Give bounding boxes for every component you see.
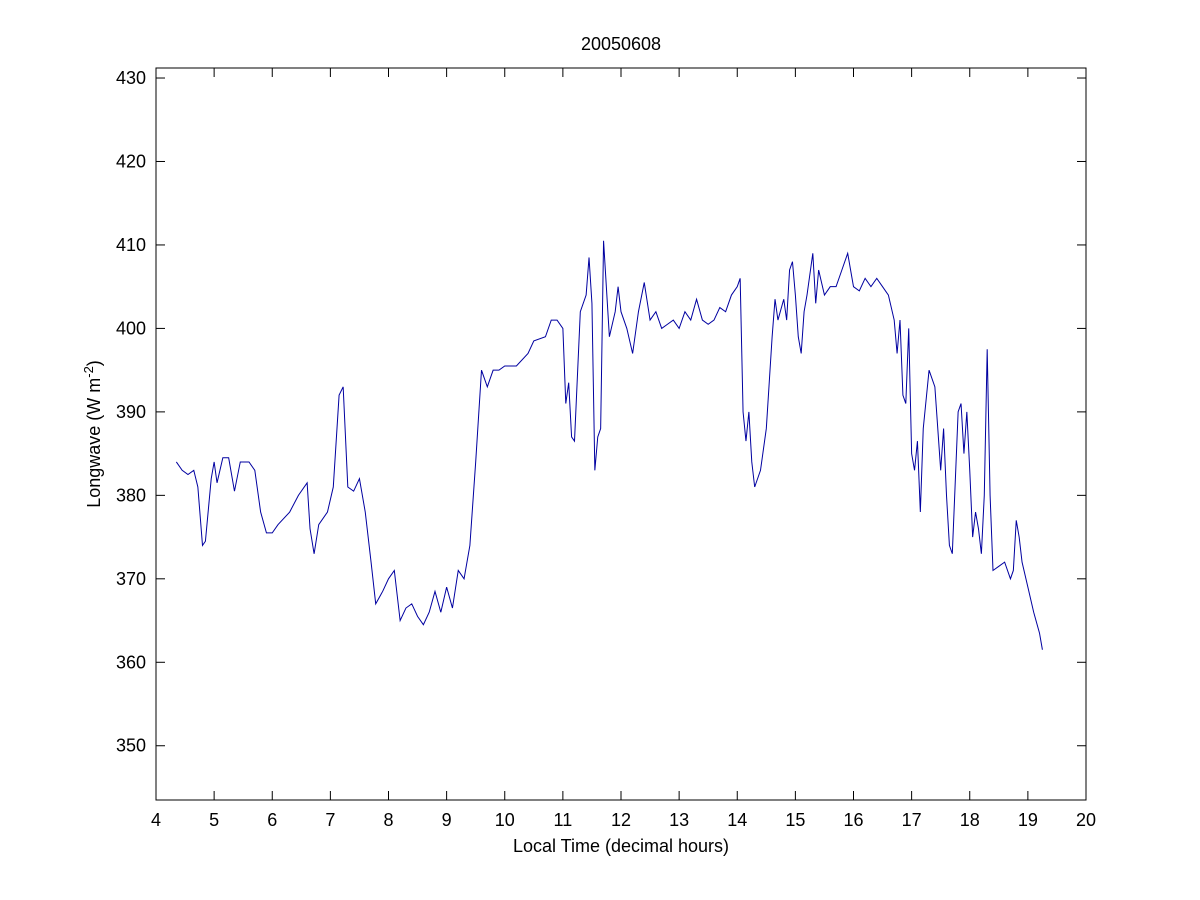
plot-area <box>155 67 1087 801</box>
x-tick-label: 17 <box>902 810 922 830</box>
x-tick-label: 9 <box>442 810 452 830</box>
y-label-superscript: -2 <box>81 366 96 378</box>
data-line <box>175 240 1043 650</box>
y-tick-label: 430 <box>116 68 146 88</box>
y-tick-label: 360 <box>116 652 146 672</box>
x-tick-label: 20 <box>1076 810 1096 830</box>
x-tick-label: 11 <box>554 810 573 830</box>
x-tick-label: 5 <box>209 810 219 830</box>
y-tick-label: 380 <box>116 485 146 505</box>
x-tick-label: 6 <box>267 810 277 830</box>
y-tick-label: 420 <box>116 151 146 171</box>
chart-title: 20050608 <box>581 34 661 54</box>
x-tick-label: 15 <box>785 810 805 830</box>
x-tick-label: 7 <box>325 810 335 830</box>
x-tick-label: 14 <box>727 810 747 830</box>
y-tick-label: 350 <box>116 736 146 756</box>
y-axis-label: Longwave (W m-2) <box>81 360 104 508</box>
x-axis-label: Local Time (decimal hours) <box>513 836 729 856</box>
y-tick-label: 370 <box>116 569 146 589</box>
x-tick-label: 19 <box>1018 810 1038 830</box>
y-label-text: Longwave (W m <box>84 378 104 508</box>
x-tick-label: 18 <box>960 810 980 830</box>
x-tick-label: 4 <box>151 810 161 830</box>
y-tick-label: 400 <box>116 318 146 338</box>
x-tick-label: 8 <box>383 810 393 830</box>
y-tick-label: 410 <box>116 235 146 255</box>
x-tick-label: 10 <box>495 810 515 830</box>
x-tick-label: 16 <box>843 810 863 830</box>
x-tick-label: 13 <box>669 810 689 830</box>
y-tick-label: 390 <box>116 402 146 422</box>
y-label-suffix: ) <box>84 360 104 366</box>
x-tick-label: 12 <box>611 810 631 830</box>
